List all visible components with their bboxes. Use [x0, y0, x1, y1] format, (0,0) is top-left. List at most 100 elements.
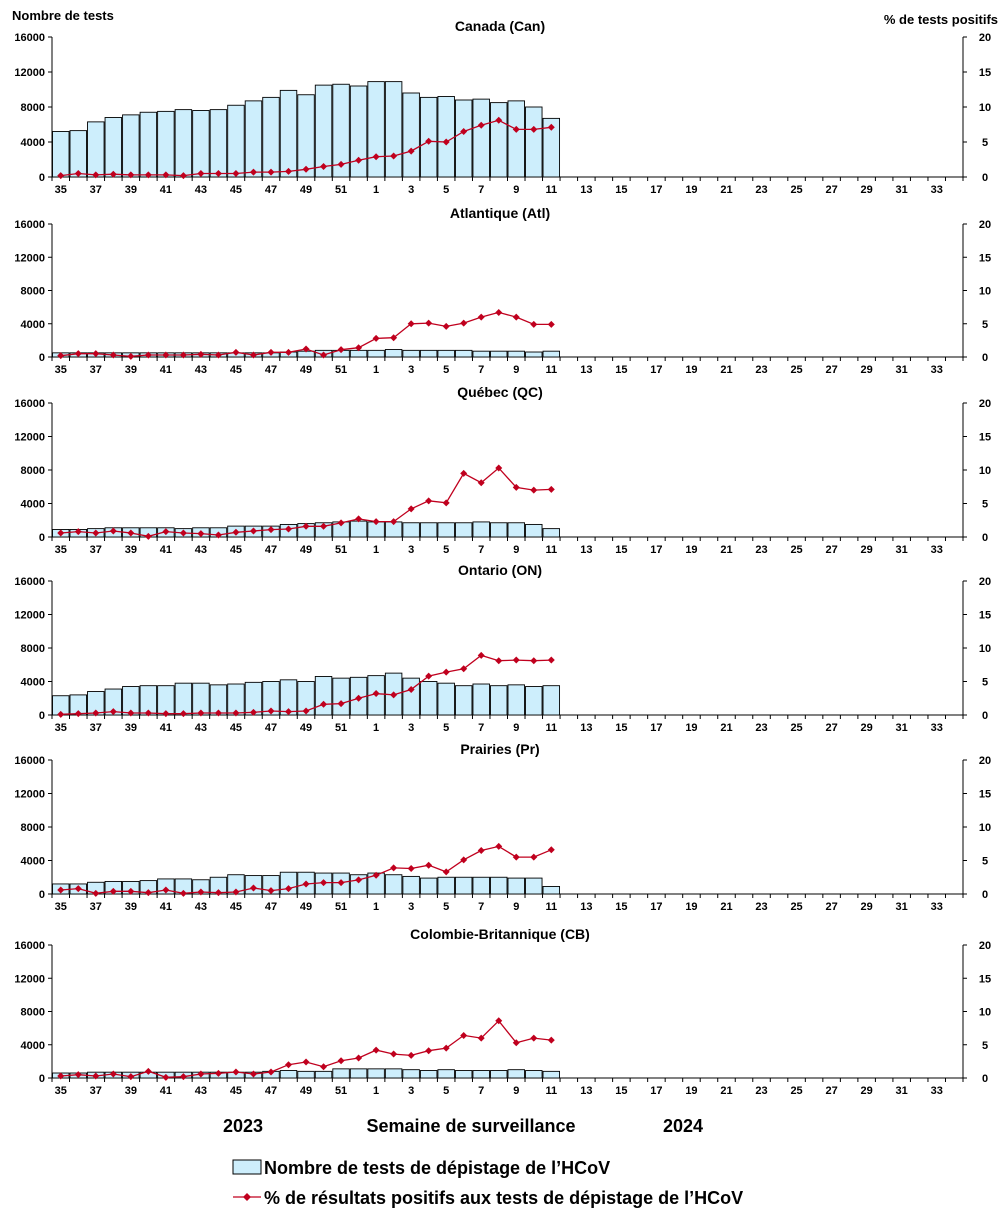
- marker-pct-positive: [127, 171, 135, 179]
- x-tick-label: 3: [408, 364, 414, 376]
- x-tick-label: 39: [125, 544, 137, 556]
- bar-tests: [279, 1070, 298, 1079]
- y-right-tick-label: 10: [979, 822, 991, 834]
- marker-pct-positive: [162, 710, 170, 718]
- x-tick-label: 7: [478, 184, 484, 196]
- year-right-label: 2024: [663, 1116, 703, 1136]
- x-tick-label: 19: [685, 364, 697, 376]
- bar-tests: [437, 96, 455, 178]
- x-axis-title: Semaine de surveillance: [366, 1116, 575, 1136]
- x-tick-label: 17: [650, 184, 662, 196]
- marker-pct-positive: [232, 709, 240, 717]
- marker-pct-positive: [372, 153, 380, 161]
- marker-pct-positive: [74, 1071, 82, 1079]
- bar-tests: [367, 1068, 385, 1079]
- marker-pct-positive: [232, 170, 240, 177]
- bar-tests: [454, 1070, 473, 1079]
- x-tick-label: 15: [615, 364, 627, 376]
- y-right-tick-label: 15: [979, 789, 991, 801]
- x-tick-label: 45: [230, 1085, 242, 1097]
- x-tick-label: 25: [790, 364, 802, 376]
- marker-pct-positive: [390, 152, 398, 160]
- x-tick-label: 19: [685, 722, 697, 734]
- x-tick-label: 39: [125, 722, 137, 734]
- marker-pct-positive: [355, 156, 363, 164]
- bar-tests: [52, 131, 70, 178]
- marker-pct-positive: [372, 334, 380, 342]
- marker-pct-positive: [197, 530, 205, 538]
- marker-pct-positive: [197, 350, 205, 358]
- marker-pct-positive: [162, 528, 170, 536]
- marker-pct-positive: [425, 497, 433, 505]
- marker-pct-positive: [547, 485, 555, 493]
- marker-pct-positive: [144, 532, 152, 540]
- x-tick-label: 43: [195, 184, 207, 196]
- marker-pct-positive: [249, 527, 257, 535]
- bar-tests: [349, 874, 368, 895]
- x-tick-label: 25: [790, 722, 802, 734]
- marker-pct-positive: [267, 348, 275, 356]
- panel-4: Ontario (ON)0400080001200016000051015203…: [14, 562, 991, 734]
- bar-tests: [349, 520, 368, 538]
- marker-pct-positive: [197, 888, 205, 896]
- x-tick-label: 37: [90, 1085, 102, 1097]
- marker-pct-positive: [530, 1034, 538, 1042]
- marker-pct-positive: [407, 147, 415, 155]
- marker-pct-positive: [109, 708, 117, 716]
- bar-tests: [139, 111, 158, 178]
- marker-pct-positive: [547, 123, 555, 131]
- marker-pct-positive: [337, 700, 345, 708]
- marker-pct-positive: [530, 657, 538, 665]
- x-tick-label: 23: [755, 544, 767, 556]
- bar-tests: [104, 117, 123, 178]
- x-tick-label: 1: [373, 184, 379, 196]
- x-tick-label: 1: [373, 544, 379, 556]
- marker-pct-positive: [495, 464, 503, 472]
- marker-pct-positive: [547, 656, 555, 664]
- bar-tests: [472, 1070, 490, 1079]
- marker-pct-positive: [495, 116, 503, 124]
- bar-tests: [419, 349, 438, 358]
- bar-tests: [437, 876, 455, 895]
- x-tick-label: 35: [55, 901, 67, 913]
- x-tick-label: 5: [443, 184, 449, 196]
- x-tick-label: 47: [265, 722, 277, 734]
- panel-title: Colombie-Britannique (CB): [410, 926, 590, 942]
- bar-tests: [402, 522, 420, 538]
- bar-tests: [437, 349, 455, 358]
- bar-tests: [384, 874, 403, 895]
- bar-tests: [525, 877, 543, 895]
- x-tick-label: 11: [545, 544, 557, 556]
- x-tick-label: 49: [300, 364, 312, 376]
- x-tick-label: 49: [300, 184, 312, 196]
- legend-line-marker: [243, 1193, 251, 1201]
- marker-pct-positive: [285, 708, 293, 716]
- marker-pct-positive: [442, 868, 450, 876]
- marker-pct-positive: [495, 1017, 503, 1025]
- marker-pct-positive: [407, 320, 415, 328]
- year-left-label: 2023: [223, 1116, 263, 1136]
- legend-bars-label: Nombre de tests de dépistage de l’HCoV: [264, 1158, 610, 1178]
- marker-pct-positive: [74, 710, 82, 718]
- bar-tests: [349, 85, 368, 178]
- bar-tests: [192, 110, 210, 178]
- marker-pct-positive: [442, 499, 450, 507]
- marker-pct-positive: [144, 1067, 152, 1075]
- y-right-tick-label: 20: [979, 398, 991, 410]
- x-tick-label: 23: [755, 722, 767, 734]
- bar-tests: [332, 1068, 350, 1079]
- legend-line-label: % de résultats positifs aux tests de dép…: [264, 1188, 743, 1208]
- marker-pct-positive: [425, 319, 433, 327]
- x-tick-label: 45: [230, 544, 242, 556]
- y-right-tick-label: 0: [982, 1073, 988, 1085]
- marker-pct-positive: [390, 864, 398, 872]
- bar-tests: [384, 1068, 403, 1079]
- x-tick-label: 41: [160, 184, 172, 196]
- marker-pct-positive: [249, 1070, 257, 1078]
- x-tick-label: 9: [513, 184, 519, 196]
- marker-pct-positive: [495, 657, 503, 665]
- panels-group: Canada (Can)0400080001200016000051015203…: [14, 18, 991, 1097]
- x-tick-label: 17: [650, 364, 662, 376]
- marker-pct-positive: [57, 886, 65, 894]
